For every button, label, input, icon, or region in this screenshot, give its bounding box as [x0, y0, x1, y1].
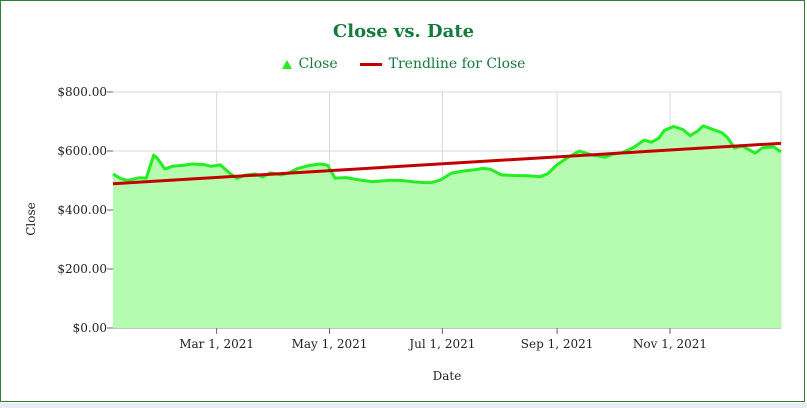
y-tick-label: $200.00	[57, 262, 107, 276]
triangle-icon	[281, 59, 292, 69]
x-tick-label: Sep 1, 2021	[521, 337, 594, 351]
legend-item-trendline[interactable]: Trendline for Close	[359, 56, 526, 72]
series-close-area	[113, 125, 781, 329]
y-tick-label: $0.00	[73, 321, 107, 335]
x-tick-label: Mar 1, 2021	[179, 337, 254, 351]
y-tick-label: $600.00	[57, 144, 107, 158]
x-tick-label: Nov 1, 2021	[633, 337, 707, 351]
series-line-layer	[112, 124, 782, 185]
bottom-scroll-strip	[0, 403, 807, 408]
chart-title: Close vs. Date	[332, 21, 475, 42]
legend-label-trendline: Trendline for Close	[388, 56, 526, 72]
legend-item-close[interactable]: Close	[281, 56, 338, 72]
tick-layer: $0.00 $200.00 $400.00 $600.00 $800.00 Mar 1, …	[57, 85, 707, 351]
chart-legend: Close Trendline for Close	[1, 56, 806, 72]
series-trendline	[112, 141, 782, 186]
legend-label-close: Close	[298, 56, 338, 72]
trendline-layer	[112, 141, 782, 186]
y-tick-label: $800.00	[57, 85, 107, 99]
series-close-line	[112, 124, 782, 185]
y-tick-label: $400.00	[57, 203, 107, 217]
y-axis-label: Close	[24, 202, 38, 236]
series-area-layer	[113, 125, 781, 329]
x-axis-label: Date	[433, 369, 462, 383]
x-tick-label: Jul 1, 2021	[407, 337, 475, 351]
x-tick-label: May 1, 2021	[292, 337, 368, 351]
line-icon	[359, 62, 382, 66]
